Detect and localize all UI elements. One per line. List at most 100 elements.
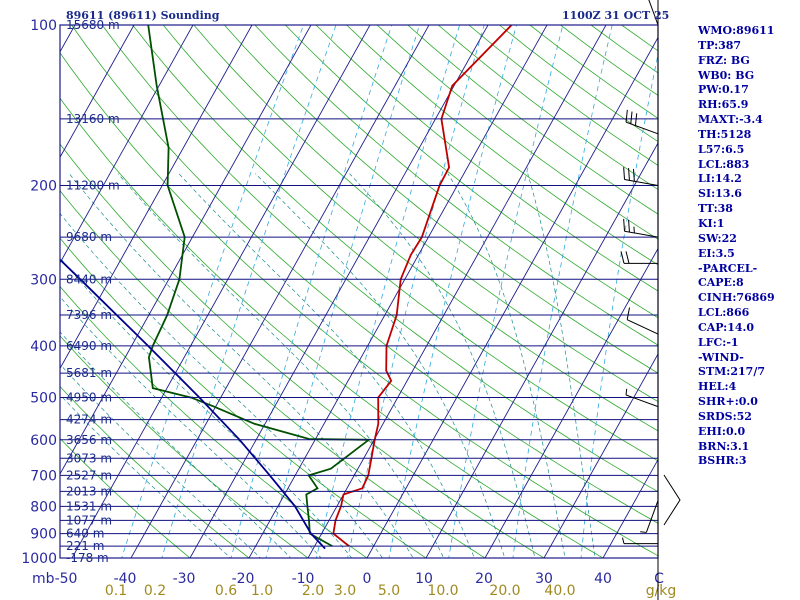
wind-barb-staff — [648, 0, 659, 26]
index-item: MAXT:-3.4 — [698, 113, 763, 127]
wind-barb — [623, 218, 659, 238]
moist-adiabat — [60, 331, 292, 558]
index-item: L57:6.5 — [698, 142, 745, 156]
height-label: 11200 m — [66, 178, 120, 192]
index-item: SI:13.6 — [698, 187, 742, 201]
height-label: 9680 m — [66, 230, 112, 244]
dry-adiabat — [71, 25, 658, 524]
wind-barb-staff — [624, 179, 659, 186]
temperature-tick: 10 — [415, 571, 433, 587]
height-label: 2013 m — [66, 484, 112, 498]
mixing-ratio-tick: 5.0 — [378, 583, 400, 599]
moist-adiabat — [117, 173, 445, 558]
sounding-time: 1100Z 31 OCT 25 — [562, 9, 670, 22]
index-item: SHR+:0.0 — [698, 395, 758, 409]
wind-barb-staff — [625, 121, 659, 135]
temperature-tick: -40 — [114, 571, 137, 587]
isotherm — [602, 458, 658, 558]
dry-adiabat — [60, 335, 309, 558]
height-label: 1077 m — [66, 513, 112, 527]
index-item: STM:217/7 — [698, 365, 765, 379]
index-item: HEL:4 — [698, 380, 737, 394]
mixing-ratio-line — [161, 25, 337, 558]
plot-area — [60, 25, 658, 558]
dry-adiabat — [346, 25, 658, 266]
isotherm — [71, 25, 371, 558]
dry-adiabat — [162, 25, 658, 432]
moist-adiabat — [60, 212, 383, 558]
moist-adiabat — [68, 173, 414, 558]
wind-barb-feather — [628, 168, 630, 181]
index-item: LI:14.2 — [698, 172, 742, 186]
height-label: 13160 m — [66, 112, 120, 126]
height-label: 640 m — [66, 527, 104, 541]
wind-barb-feather — [626, 307, 631, 320]
index-item: -PARCEL- — [698, 261, 758, 275]
wind-barb-staff — [626, 319, 659, 335]
dry-adiabat — [224, 25, 658, 374]
height-label: 15680 m — [66, 18, 120, 32]
height-label: -178 m — [66, 551, 109, 565]
pressure-tick: 800 — [30, 499, 57, 515]
index-item: EI:3.5 — [698, 246, 735, 260]
temperature-tick: -20 — [232, 571, 255, 587]
index-item: BSHR:3 — [698, 454, 747, 468]
wind-barb-feather — [620, 251, 625, 264]
isotherm — [307, 25, 607, 558]
mixing-ratio-tick: 3.0 — [334, 583, 356, 599]
wind-barb-feather — [634, 113, 638, 126]
wind-barb-feather — [625, 109, 628, 123]
pressure-tick: 1000 — [21, 551, 57, 567]
wind-barb-staff — [624, 230, 659, 238]
wind-barb-staff — [645, 500, 659, 533]
moist-adiabat — [178, 173, 475, 558]
wind-barb-feather — [628, 219, 630, 233]
moist-adiabat — [447, 173, 566, 558]
temperature-tick: 20 — [475, 571, 493, 587]
moist-adiabat — [60, 257, 353, 558]
mixing-ratio-tick: 2.0 — [302, 583, 324, 599]
mixing-ratio-line — [448, 25, 564, 558]
temperature-tick: 0 — [363, 571, 372, 587]
dry-adiabat — [60, 437, 191, 558]
dry-adiabat — [132, 25, 658, 462]
dry-adiabat — [60, 190, 486, 558]
height-label: 6490 m — [66, 339, 112, 353]
pressure-tick: 200 — [30, 178, 57, 194]
mixing-ratio-line — [121, 25, 304, 558]
dewpoint-profile — [147, 25, 372, 547]
height-label: 7396 m — [66, 308, 112, 322]
wind-barb — [625, 109, 659, 135]
isotherm — [425, 142, 658, 558]
mixing-ratio-unit: g/kg — [646, 583, 677, 599]
mixing-ratio-tick: 0.6 — [215, 583, 237, 599]
wind-barb-feather — [623, 167, 626, 180]
height-label: 4274 m — [66, 413, 112, 427]
isotherm — [366, 36, 658, 558]
index-item: SRDS:52 — [698, 409, 752, 423]
isotherm — [543, 353, 658, 558]
index-item: FRZ: BG — [698, 53, 750, 67]
wind-barb-half-feather — [625, 388, 628, 396]
isotherm — [130, 25, 430, 558]
parcel-profile — [60, 258, 326, 550]
mixing-ratio-tick: 0.1 — [105, 583, 127, 599]
index-item: LFC:-1 — [698, 335, 739, 349]
index-item: RH:65.9 — [698, 98, 749, 112]
pressure-tick: 500 — [30, 391, 57, 407]
pressure-tick: 300 — [30, 272, 57, 288]
pressure-tick: 700 — [30, 468, 57, 484]
index-item: -WIND- — [698, 350, 744, 364]
dry-adiabat — [60, 237, 427, 558]
isotherm — [248, 25, 548, 558]
mixing-ratio-tick: 20.0 — [489, 583, 520, 599]
wind-barb-feather — [625, 251, 630, 264]
mixing-ratio-tick: 40.0 — [544, 583, 575, 599]
wind-barb — [625, 388, 659, 408]
mixing-ratio-line — [230, 25, 393, 558]
dry-adiabat — [60, 385, 250, 558]
height-label: 4950 m — [66, 391, 112, 405]
pressure-tick: 600 — [30, 433, 57, 449]
mixing-ratio-line — [347, 25, 485, 558]
hodograph-mark — [663, 474, 681, 526]
